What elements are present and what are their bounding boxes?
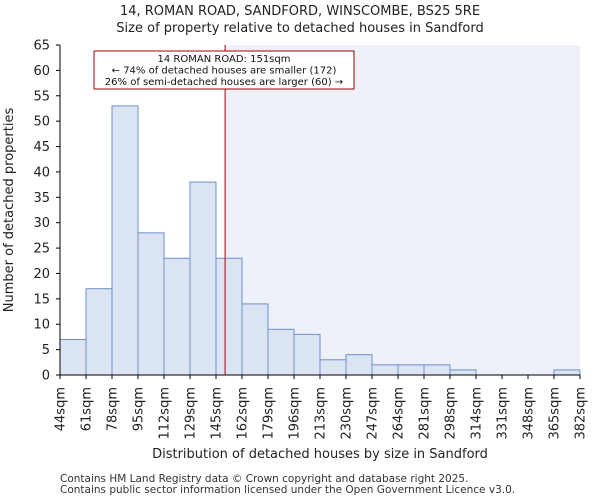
y-tick-label: 25 <box>33 242 50 257</box>
histogram-bar <box>189 181 217 376</box>
x-tick-label: 247sqm <box>366 387 381 440</box>
chart-title: 14, ROMAN ROAD, SANDFORD, WINSCOMBE, BS2… <box>119 4 481 19</box>
histogram-bar <box>553 369 581 376</box>
histogram-bar <box>137 232 165 376</box>
y-tick-label: 55 <box>33 89 50 104</box>
x-tick-label: 365sqm <box>548 387 563 440</box>
x-tick-label: 145sqm <box>210 387 225 440</box>
y-tick-label: 20 <box>33 267 50 282</box>
y-tick-label: 45 <box>33 140 50 155</box>
y-tick-label: 50 <box>33 115 50 130</box>
y-tick-label: 0 <box>42 369 50 384</box>
x-tick-label: 95sqm <box>132 387 147 431</box>
x-tick-label: 314sqm <box>470 387 485 440</box>
histogram-bar <box>371 364 399 376</box>
y-tick-label: 40 <box>33 165 50 180</box>
histogram-bar <box>163 257 191 376</box>
x-tick-label: 196sqm <box>288 387 303 440</box>
x-tick-label: 78sqm <box>106 387 121 431</box>
histogram-bar <box>111 105 139 376</box>
x-tick-label: 348sqm <box>522 387 537 440</box>
y-tick-label: 60 <box>33 64 50 79</box>
histogram-bar <box>319 359 347 376</box>
histogram-bar <box>397 364 425 376</box>
y-tick-label: 30 <box>33 216 50 231</box>
y-axis-title: Number of detached properties <box>2 108 17 313</box>
larger-region-highlight <box>225 45 580 375</box>
x-tick-label: 331sqm <box>496 387 511 440</box>
x-tick-label: 179sqm <box>262 387 277 440</box>
histogram-bar <box>59 338 87 376</box>
histogram-bar <box>449 369 477 376</box>
x-tick-label: 298sqm <box>444 387 459 440</box>
histogram-bar <box>241 303 269 376</box>
x-tick-label: 129sqm <box>184 387 199 440</box>
annotation-box <box>93 50 355 90</box>
x-tick-label: 230sqm <box>340 387 355 440</box>
x-tick-label: 382sqm <box>574 387 589 440</box>
x-tick-label: 264sqm <box>392 387 407 440</box>
annotation-line: 14 ROMAN ROAD: 151sqm <box>158 54 291 65</box>
x-tick-label: 112sqm <box>158 387 173 440</box>
x-tick-label: 44sqm <box>54 387 69 431</box>
x-tick-label: 281sqm <box>418 387 433 440</box>
y-tick-label: 10 <box>33 318 50 333</box>
histogram-bar <box>85 288 113 376</box>
histogram-bar <box>215 257 243 376</box>
annotation-line: 26% of semi-detached houses are larger (… <box>105 77 343 88</box>
histogram-bar <box>345 354 373 376</box>
histogram-bar <box>267 328 295 376</box>
y-tick-label: 15 <box>33 292 50 307</box>
footer-copyright: Contains HM Land Registry data © Crown c… <box>60 473 469 485</box>
footer-licence: Contains public sector information licen… <box>60 484 516 496</box>
histogram-bar <box>293 333 321 376</box>
chart-subtitle: Size of property relative to detached ho… <box>116 21 484 36</box>
x-tick-label: 61sqm <box>80 387 95 431</box>
y-tick-label: 65 <box>33 39 50 54</box>
y-tick-label: 5 <box>42 343 50 358</box>
x-axis-title: Distribution of detached houses by size … <box>152 447 488 462</box>
x-tick-label: 162sqm <box>236 387 251 440</box>
annotation-line: ← 74% of detached houses are smaller (17… <box>112 66 337 77</box>
histogram-bar <box>423 364 451 376</box>
x-tick-label: 213sqm <box>314 387 329 440</box>
y-tick-label: 35 <box>33 191 50 206</box>
